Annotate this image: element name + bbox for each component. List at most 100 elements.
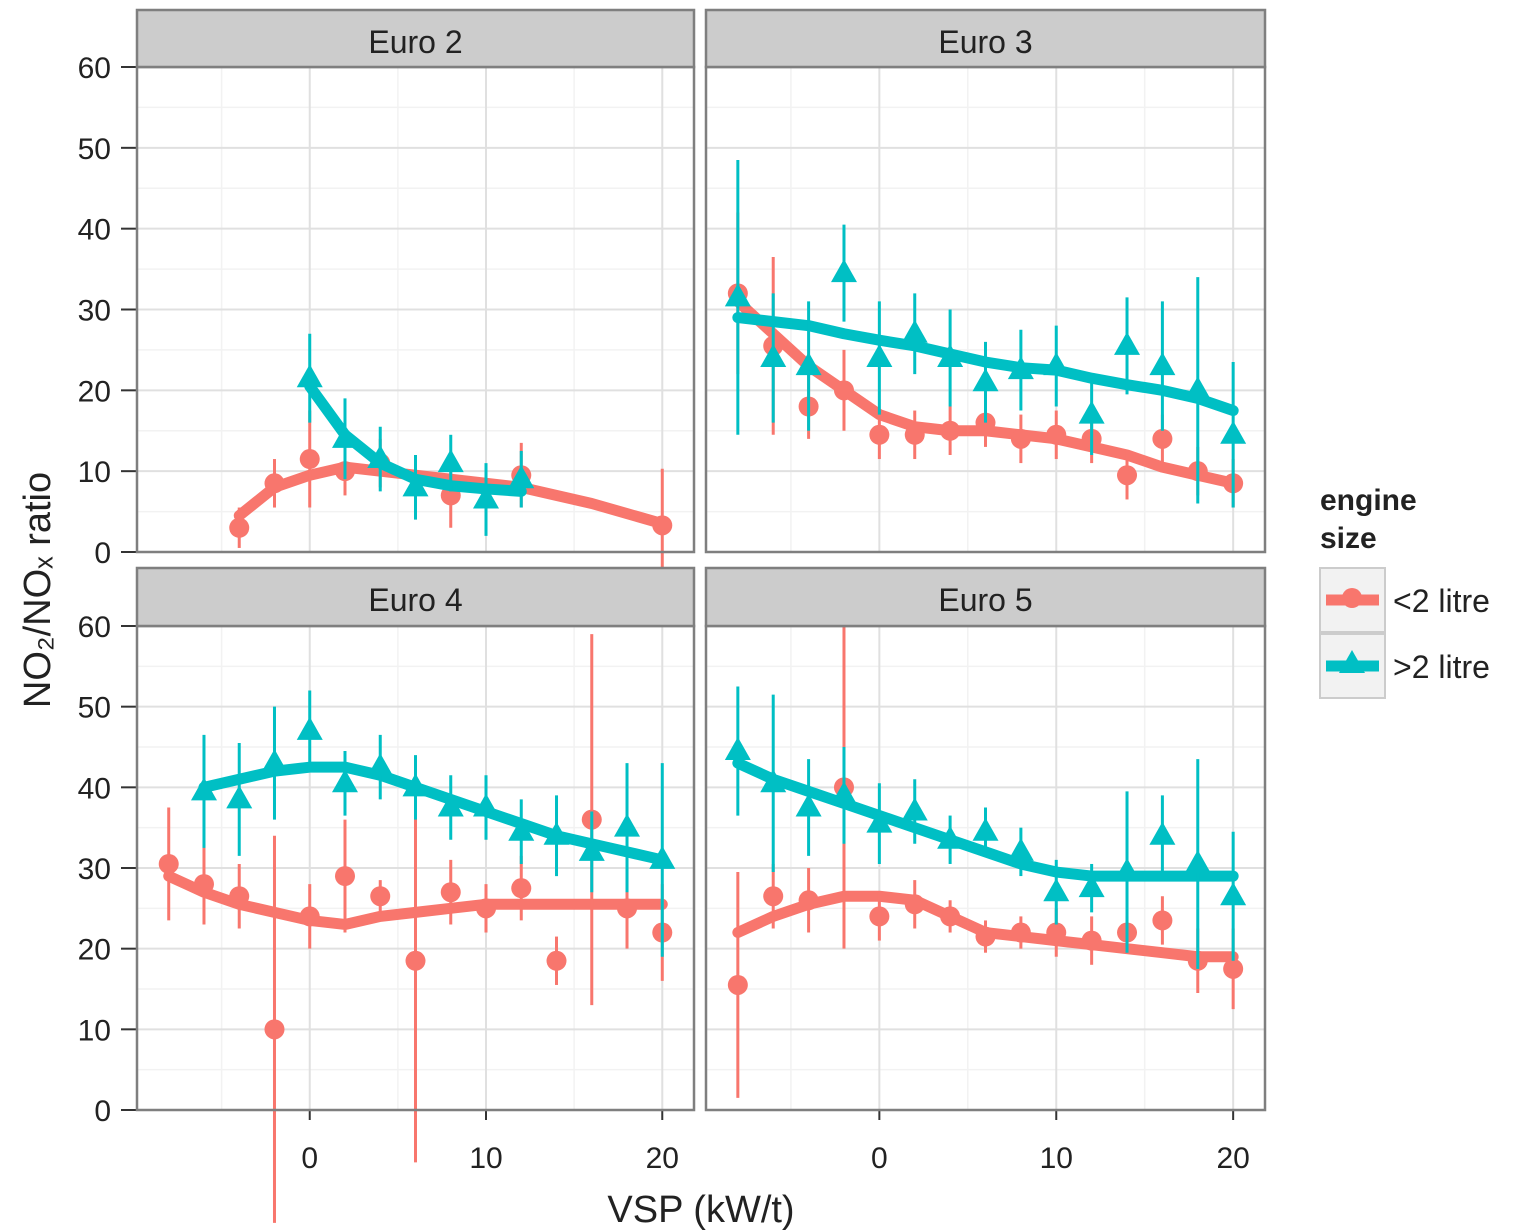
point [1010,922,1031,943]
point [760,769,787,793]
point [1010,428,1031,449]
point [367,445,394,469]
point [261,749,288,773]
x-tick-label: 20 [1216,1142,1249,1175]
point [972,817,999,841]
y-tick-label: 50 [78,692,111,725]
point [975,926,996,947]
point [546,950,567,971]
strip-label: Euro 4 [368,582,462,618]
y-tick-label: 50 [78,133,111,166]
strip-label: Euro 5 [938,582,1032,618]
strip-label: Euro 2 [368,24,462,60]
point [869,906,890,927]
point [402,773,429,797]
point [296,716,323,740]
point [652,515,673,536]
point [370,886,391,907]
point [940,906,961,927]
y-tick-label: 30 [78,853,111,886]
point [158,853,179,874]
point [940,420,961,441]
point [476,898,497,919]
point [508,465,535,489]
point [296,364,323,388]
x-tick-label: 10 [469,1142,502,1175]
point [724,283,751,307]
point [1152,910,1173,931]
point [1220,882,1247,906]
point [402,473,429,497]
point [1339,650,1365,673]
point [473,793,500,817]
point [833,380,854,401]
plot-area [229,333,673,582]
point [937,825,964,849]
point [1152,428,1173,449]
point [1081,930,1102,951]
strip [135,8,696,69]
plot-area [724,159,1247,508]
point [830,259,857,283]
point [331,424,358,448]
y-tick-label: 20 [78,375,111,408]
legend-label: <2 litre [1393,583,1490,619]
point [972,368,999,392]
point [508,817,535,841]
point [1046,424,1067,445]
point [1114,331,1141,355]
point [869,424,890,445]
y-tick-label: 30 [78,295,111,328]
x-tick-label: 20 [646,1142,679,1175]
point [1149,821,1176,845]
point [367,753,394,777]
point [760,344,787,367]
point [795,793,822,817]
point [1007,837,1034,861]
point [866,809,893,833]
point [614,813,641,837]
point [511,878,532,899]
legend-title: engine size [1320,484,1417,555]
point [229,517,250,538]
y-tick-label: 0 [94,537,111,570]
y-tick-label: 20 [78,934,111,967]
point [1220,420,1247,444]
strip-label: Euro 3 [938,24,1032,60]
point [226,785,253,809]
point [1043,878,1070,902]
plot-area [158,634,676,1223]
point [1342,588,1362,608]
strip [704,8,1267,69]
x-tick-label: 0 [301,1142,318,1175]
point [473,485,500,509]
point [866,344,893,367]
point [937,344,964,367]
y-tick-label: 60 [78,611,111,644]
x-axis-label: VSP (kW/t) [607,1189,794,1230]
point [299,449,320,470]
point [798,890,819,911]
point [1184,376,1211,400]
y-tick-label: 0 [94,1095,111,1128]
point [543,821,570,845]
point [830,781,857,805]
point [1078,400,1105,424]
point [649,845,676,869]
y-tick-label: 40 [78,772,111,805]
point [405,950,426,971]
point [904,894,925,915]
point [437,449,464,473]
point [724,737,751,761]
point [334,866,355,887]
x-tick-label: 10 [1040,1142,1073,1175]
point [578,837,605,861]
point [437,793,464,817]
point [763,886,784,907]
point [229,886,250,907]
point [1149,352,1176,376]
point [795,352,822,376]
point [727,974,748,995]
